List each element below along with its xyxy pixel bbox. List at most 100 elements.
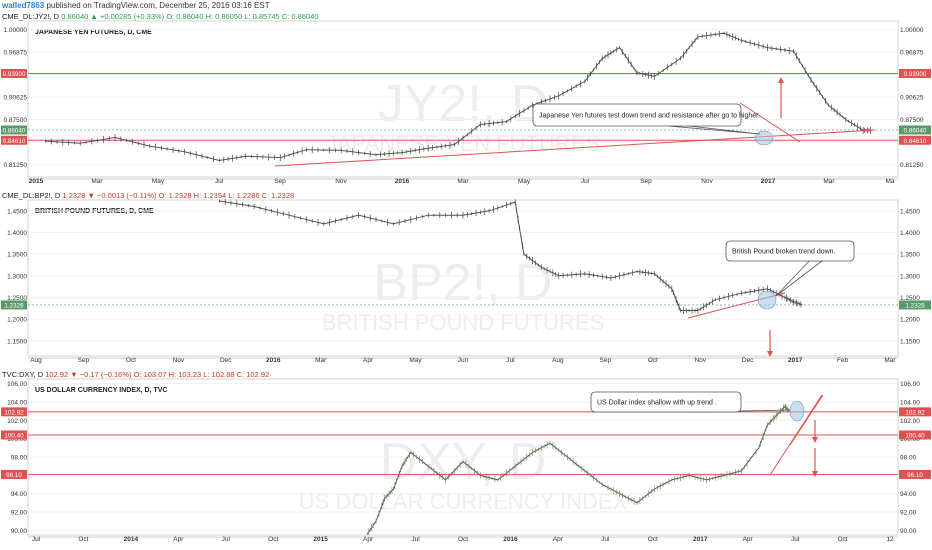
price-label-box-left: [1, 300, 27, 310]
low-value: L: 102.88: [203, 370, 235, 379]
x-tick-label: 2015: [313, 536, 328, 543]
price-label-box-left: [1, 125, 27, 135]
y-tick-label-left: 1.3000: [7, 273, 27, 280]
callout-box: [590, 391, 742, 413]
publish-header: walled7863 published on TradingView.com,…: [2, 1, 270, 10]
x-tick-label: Oct: [268, 536, 278, 543]
y-tick-label-right: 1.2000: [900, 317, 920, 324]
high-value: H: 0.86050: [205, 12, 243, 21]
symbol-name[interactable]: TVC:DXY, D: [2, 370, 44, 379]
price-label-right: 0.86040: [904, 127, 927, 134]
y-tick-label-left: 106.00: [7, 381, 27, 388]
price-label-left: 100.40: [4, 432, 24, 439]
y-tick-label-left: 104.00: [7, 399, 27, 406]
open-value: O: 103.07: [133, 370, 167, 379]
x-tick-label: Oct: [648, 357, 658, 364]
x-tick-label: Oct: [458, 536, 468, 543]
x-tick-label: Mar: [884, 357, 896, 364]
highlight-ellipse: [757, 290, 777, 310]
y-tick-label-right: 100.00: [900, 436, 920, 443]
x-tick-label: 2015: [29, 178, 44, 185]
price-label-box-right: [899, 135, 931, 145]
x-tick-label: Jul: [506, 357, 515, 364]
y-tick-label-right: 0.81250: [900, 162, 924, 169]
last-price: 0.86040: [61, 12, 89, 21]
price-label-box-left: [1, 68, 27, 78]
price-label-box-right: [899, 407, 931, 417]
y-tick-label-right: 104.00: [900, 399, 920, 406]
y-tick-label-left: 0.87500: [4, 117, 28, 124]
open-value: O: 1.2328: [158, 191, 192, 200]
open-value: O: 0.86040: [166, 12, 204, 21]
watermark-name: US DOLLAR CURRENCY INDEX: [299, 489, 628, 514]
price-label-box-right: [899, 68, 931, 78]
x-tick-label: Mar: [457, 178, 469, 185]
price-label-box-left: [1, 407, 27, 417]
y-tick-label-left: 98.00: [11, 455, 28, 462]
highlight-ellipse: [754, 130, 774, 146]
low-value: L: 1.2286: [228, 191, 260, 200]
x-tick-label: Apr: [553, 536, 564, 543]
y-tick-label-right: 102.00: [900, 418, 920, 425]
symbol-name[interactable]: CME_DL:BP2!, D: [2, 191, 61, 200]
price-label-right: 1.2328: [905, 302, 925, 309]
price-label-right: 96.10: [907, 472, 923, 479]
x-tick-label: Nov: [701, 178, 713, 185]
resistance-trendline: [739, 102, 801, 143]
y-tick-label-left: 1.1500: [7, 338, 27, 345]
uptrend-line-lower: [769, 394, 823, 476]
x-tick-label: Oct: [648, 536, 658, 543]
x-tick-label: May: [409, 357, 422, 364]
x-tick-label: Oct: [78, 536, 88, 543]
y-tick-label-left: 0.81250: [4, 162, 28, 169]
price-label-box-left: [1, 430, 27, 440]
symbol-line-dxy: TVC:DXY, D 102.92 ▼ −0.17 (−0.16%) O: 10…: [2, 370, 269, 379]
chart-title: JAPANESE YEN FUTURES, D, CME: [35, 29, 152, 36]
x-tick-label: 2016: [395, 178, 410, 185]
y-tick-label-left: 0.96875: [4, 50, 28, 57]
x-tick-label: Ma: [885, 178, 894, 185]
y-tick-label-right: 98.00: [900, 455, 917, 462]
y-tick-label-left: 92.00: [11, 510, 28, 517]
callout-text: US Dollar index shallow with up trend .: [597, 400, 717, 407]
x-tick-label: 2017: [788, 357, 803, 364]
x-tick-label: Dec: [220, 357, 232, 364]
y-tick-label-left: 1.4000: [7, 230, 27, 237]
x-tick-label: Nov: [694, 357, 706, 364]
x-tick-label: Mar: [823, 178, 835, 185]
x-tick-label: Sep: [274, 178, 286, 185]
close-value: C: 1.2328: [261, 191, 295, 200]
y-tick-label-left: 1.00000: [4, 27, 28, 34]
x-tick-label: Feb: [837, 357, 849, 364]
price-label-box-left: [1, 135, 27, 145]
y-tick-label-left: 1.2000: [7, 317, 27, 324]
callout-text: British Pound broken trend down.: [732, 249, 836, 256]
x-tick-label: Apr: [363, 357, 374, 364]
x-tick-label: 12: [886, 536, 894, 543]
y-tick-label-left: 90.00: [11, 528, 28, 535]
publish-info: published on TradingView.com, December 2…: [46, 1, 270, 10]
watermark-name: JAPANESE YEN FUTURES: [326, 131, 600, 156]
watermark-symbol: BP2!, D: [373, 254, 552, 312]
price-label-right: 102.92: [905, 409, 925, 416]
x-tick-label: Oct: [126, 357, 136, 364]
y-tick-label-left: 1.4500: [7, 208, 27, 215]
x-tick-label: Jun: [458, 357, 469, 364]
price-label-box-left: [1, 469, 27, 479]
symbol-name[interactable]: CME_DL:JY2!, D: [2, 12, 60, 21]
annotation-callout-bp: British Pound broken trend down.: [725, 240, 855, 297]
y-tick-label-right: 1.4500: [900, 208, 920, 215]
price-change: −0.0013 (−0.11%): [97, 191, 157, 200]
y-tick-label-right: 0.96875: [900, 50, 924, 57]
y-tick-label-left: 1.3500: [7, 252, 27, 259]
annotation-callout-dxy: US Dollar index shallow with up trend .: [590, 391, 791, 413]
x-tick-label: Jul: [411, 536, 420, 543]
author-link[interactable]: walled7863: [2, 1, 45, 10]
x-tick-label: 2016: [503, 536, 518, 543]
price-label-right: 100.40: [905, 432, 925, 439]
callout-box: [532, 103, 742, 127]
x-tick-label: May: [152, 178, 165, 185]
last-price: 1.2328: [62, 191, 86, 200]
